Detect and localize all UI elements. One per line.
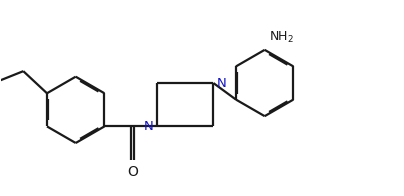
Text: O: O: [127, 165, 138, 179]
Text: N: N: [217, 76, 226, 90]
Text: NH$_2$: NH$_2$: [269, 30, 295, 45]
Text: N: N: [143, 120, 154, 133]
